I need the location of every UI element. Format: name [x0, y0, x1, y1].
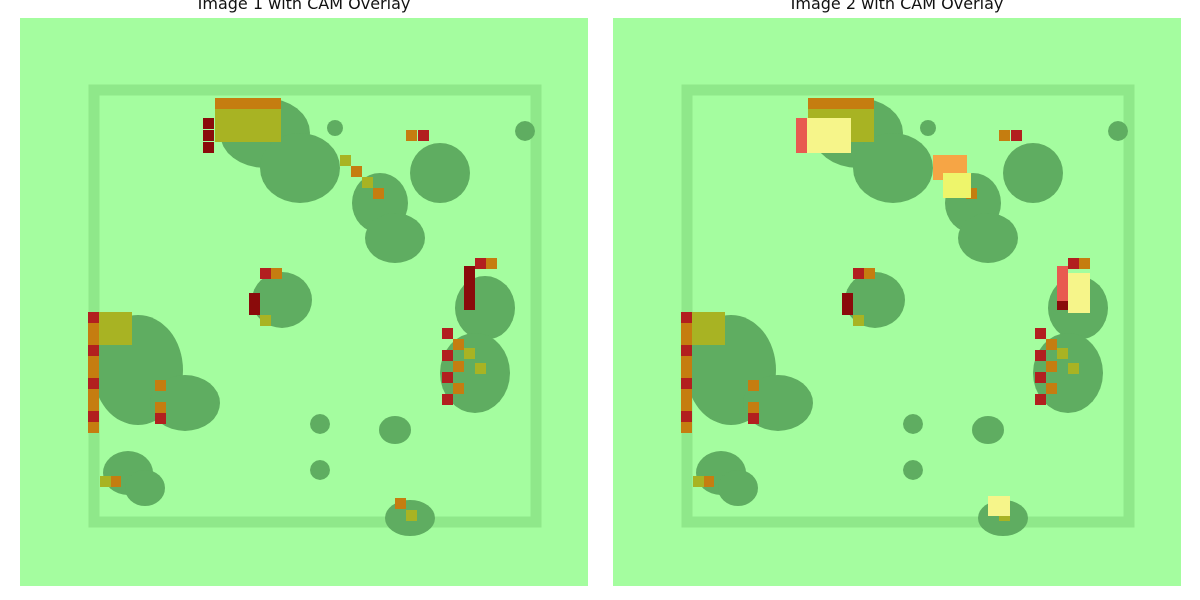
panel-image-1: Image 1 with CAM Overlay: [20, 0, 588, 586]
panel-title: Image 2 with CAM Overlay: [790, 0, 1004, 13]
panel-title: Image 1 with CAM Overlay: [197, 0, 411, 13]
cam-overlay-image: [20, 18, 588, 586]
panel-image-2: Image 2 with CAM Overlay: [613, 0, 1181, 586]
cam-overlay-image: [613, 18, 1181, 586]
